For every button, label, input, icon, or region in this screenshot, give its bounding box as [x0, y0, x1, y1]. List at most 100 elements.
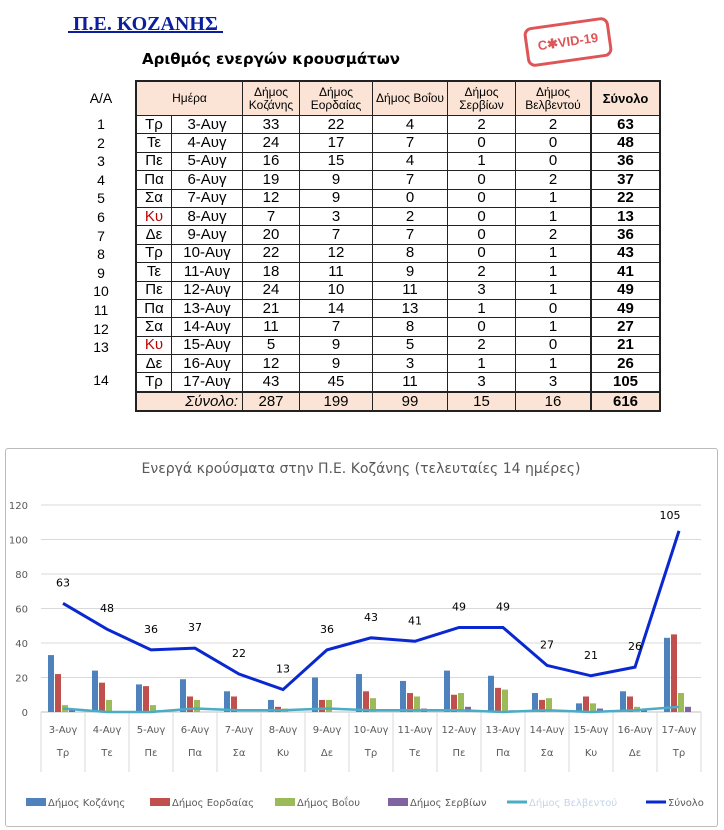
x-subtick-label: Πε	[145, 748, 158, 759]
value-cell: 1	[447, 298, 516, 319]
x-tick-label: 9-Αυγ	[313, 725, 342, 736]
day-cell: Κυ	[135, 206, 172, 227]
x-tick-label: 5-Αυγ	[137, 725, 166, 736]
x-tick-label: 11-Αυγ	[398, 725, 433, 736]
aa-header: Α/Α	[89, 90, 113, 106]
bar-2	[194, 699, 200, 712]
value-cell: 5	[242, 335, 300, 356]
value-cell: 1	[515, 262, 592, 282]
day-cell: Πε	[135, 280, 172, 300]
covid-stamp-logo: C✱VID-19	[522, 16, 614, 68]
bar-2	[106, 699, 112, 712]
total-cell: 36	[590, 225, 661, 245]
x-tick-label: 6-Αυγ	[181, 725, 210, 736]
value-cell: 19	[242, 170, 300, 190]
x-tick-label: 13-Αυγ	[486, 725, 521, 736]
bar-0	[268, 699, 274, 712]
value-cell: 16	[242, 151, 300, 172]
bar-3	[597, 708, 603, 712]
value-cell: 9	[299, 335, 373, 356]
data-label: 13	[276, 663, 290, 676]
bar-1	[627, 696, 633, 712]
date-cell: 13-Αυγ	[171, 298, 243, 319]
day-cell: Τε	[135, 133, 172, 153]
x-subtick-label: Σα	[541, 748, 554, 759]
total-cell: 21	[590, 335, 661, 356]
value-cell: 0	[515, 335, 592, 356]
y-tick-label: 80	[15, 570, 28, 581]
table-row: Τε 11-Αυγ 18 11 9 2 1 41	[135, 262, 661, 282]
table-row: Σα 14-Αυγ 11 7 8 0 1 27	[135, 317, 661, 337]
table-row: Πε 5-Αυγ 16 15 4 1 0 36	[135, 151, 661, 172]
value-cell: 8	[372, 317, 448, 337]
col-day: Ημέρα	[135, 80, 243, 116]
value-cell: 12	[299, 243, 373, 264]
table-row: Τρ 17-Αυγ 43 45 11 3 3 105	[135, 372, 661, 393]
table-row: Τε 4-Αυγ 24 17 7 0 0 48	[135, 133, 661, 153]
total-cell: 105	[590, 372, 661, 393]
date-cell: 8-Αυγ	[171, 206, 243, 227]
value-cell: 1	[515, 188, 592, 208]
value-cell: 24	[242, 280, 300, 300]
sum-cell: 16	[515, 390, 592, 412]
date-cell: 5-Αυγ	[171, 151, 243, 172]
value-cell: 22	[242, 243, 300, 264]
date-cell: 7-Αυγ	[171, 188, 243, 208]
value-cell: 0	[515, 151, 592, 172]
line-5	[62, 530, 681, 692]
value-cell: 3	[372, 354, 448, 374]
value-cell: 43	[242, 372, 300, 393]
y-tick-label: 120	[9, 501, 28, 512]
sum-cell: 99	[372, 390, 448, 412]
col-kozani: Δήμος Κοζάνης	[242, 80, 300, 116]
x-tick-label: 3-Αυγ	[49, 725, 78, 736]
bar-0	[224, 691, 230, 712]
bar-1	[407, 693, 413, 712]
value-cell: 11	[372, 372, 448, 393]
table-row: Δε 9-Αυγ 20 7 7 0 2 36	[135, 225, 661, 245]
data-label: 105	[660, 509, 681, 522]
bar-0	[620, 691, 626, 712]
legend-label: Σύνολο	[668, 797, 704, 809]
bar-3	[641, 710, 647, 712]
bar-1	[583, 696, 589, 712]
data-label: 49	[496, 600, 510, 613]
value-cell: 8	[372, 243, 448, 264]
day-cell: Πα	[135, 298, 172, 319]
date-cell: 17-Αυγ	[171, 372, 243, 393]
total-cell: 43	[590, 243, 661, 264]
value-cell: 0	[372, 188, 448, 208]
day-cell: Σα	[135, 188, 172, 208]
value-cell: 2	[447, 262, 516, 282]
row-number: 7	[97, 227, 105, 244]
value-cell: 5	[372, 335, 448, 356]
value-cell: 1	[515, 317, 592, 337]
bar-2	[370, 698, 376, 712]
y-tick-label: 40	[15, 639, 28, 650]
bar-1	[671, 634, 677, 712]
bar-1	[319, 699, 325, 712]
value-cell: 24	[242, 133, 300, 153]
x-tick-label: 12-Αυγ	[442, 725, 477, 736]
value-cell: 0	[447, 170, 516, 190]
col-servia: Δήμος Σερβίων	[447, 80, 516, 116]
row-number: 11	[93, 302, 109, 318]
grand-total: 616	[590, 390, 661, 412]
data-label: 26	[628, 640, 642, 653]
value-cell: 11	[299, 262, 373, 282]
value-cell: 4	[372, 151, 448, 172]
day-cell: Πε	[135, 151, 172, 172]
legend-swatch-3	[388, 798, 408, 806]
bar-0	[312, 677, 318, 712]
y-tick-label: 0	[22, 708, 28, 719]
total-cell: 27	[590, 317, 661, 337]
row-number: 1	[97, 116, 105, 132]
row-number: 5	[97, 190, 105, 207]
date-cell: 11-Αυγ	[171, 262, 243, 282]
value-cell: 3	[299, 206, 373, 227]
legend-label: Δήμος Βοΐου	[297, 795, 360, 809]
x-subtick-label: Δε	[321, 748, 333, 759]
bar-0	[48, 655, 54, 712]
data-label: 43	[364, 611, 378, 624]
value-cell: 3	[447, 280, 516, 300]
